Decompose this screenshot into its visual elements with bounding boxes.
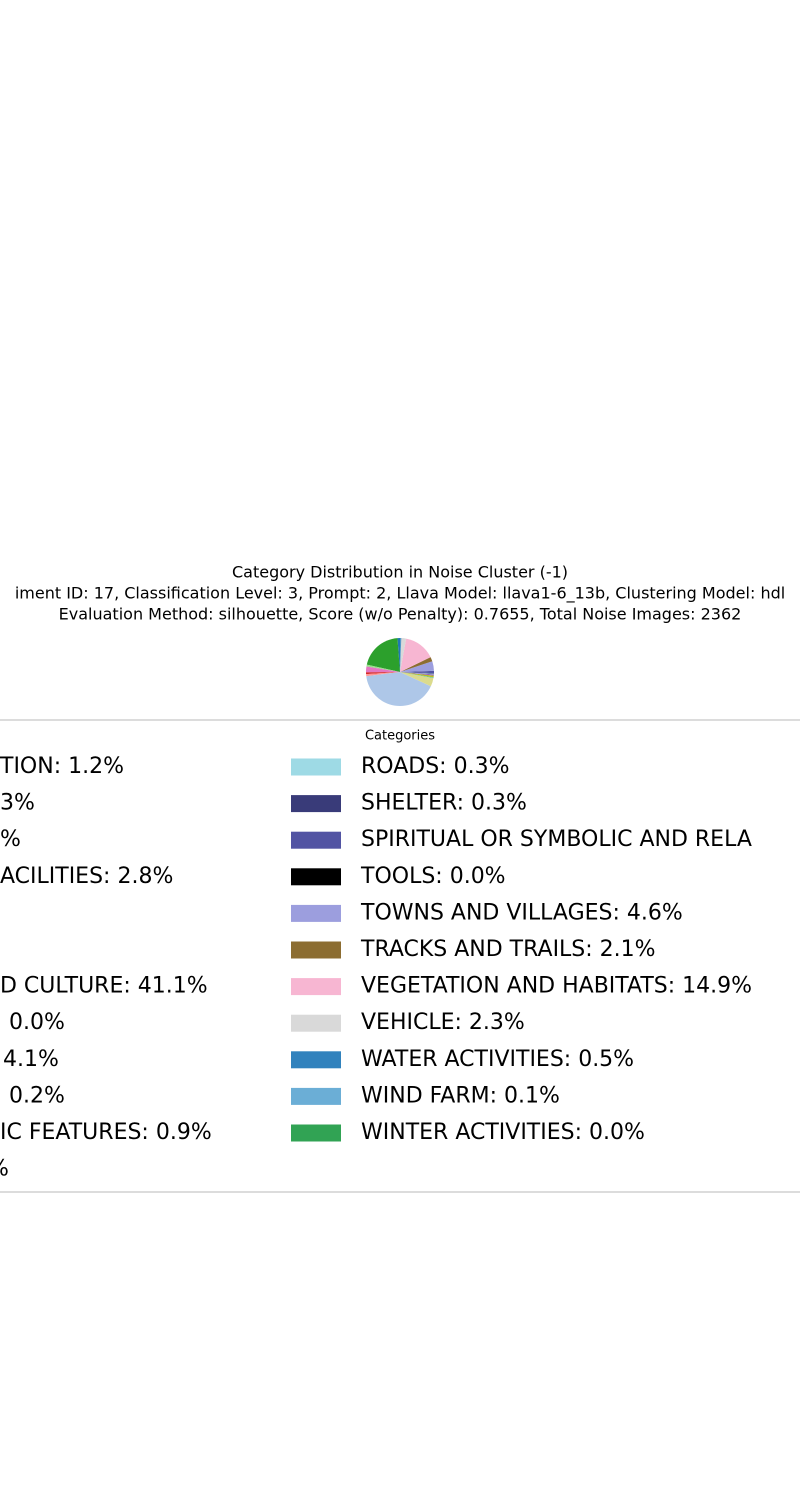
legend-swatch (291, 1124, 341, 1142)
pie-slice (400, 672, 434, 674)
pie-slice (366, 672, 400, 677)
legend-swatch (291, 904, 341, 922)
legend-label: TOWNS AND VILLAGES: 4.6% (360, 900, 683, 925)
legend-label: WATER ACTIVITIES: 0.5% (361, 1047, 634, 1072)
legend-label: 4.1% (3, 1047, 59, 1072)
legend-label: 0.0% (9, 1010, 65, 1035)
chart-title: Category Distribution in Noise Cluster (… (232, 563, 568, 582)
legend-label: VEHICLE: 2.3% (361, 1010, 525, 1035)
legend-swatch (291, 758, 341, 776)
pie-slice (400, 672, 434, 678)
pie-slice (400, 672, 434, 676)
legend-label: VEGETATION AND HABITATS: 14.9% (361, 974, 752, 999)
pie-slice (400, 661, 434, 672)
pie-slice (400, 670, 434, 674)
pie-slice (400, 672, 434, 687)
legend-label: D CULTURE: 41.1% (0, 974, 208, 999)
legend-label: IC FEATURES: 0.9% (0, 1120, 212, 1145)
legend-swatch (291, 1051, 341, 1069)
legend-label: % (0, 1157, 9, 1182)
pie-slice (366, 664, 400, 672)
legend-label: WINTER ACTIVITIES: 0.0% (361, 1120, 645, 1145)
legend-label: ROADS: 0.3% (361, 754, 509, 779)
pie-slice (400, 638, 431, 672)
pie-slice (366, 638, 400, 672)
legend-title: Categories (365, 729, 435, 744)
chart-subtitle: iment ID: 17, Classification Level: 3, P… (15, 584, 785, 604)
legend-label: ACILITIES: 2.8% (0, 864, 173, 889)
chart-subtitle: Evaluation Method: silhouette, Score (w/… (59, 605, 742, 624)
legend-label: % (0, 827, 21, 852)
legend-swatch (291, 831, 341, 849)
pie-slice (400, 638, 402, 672)
pie-slice (397, 638, 400, 672)
pie-slice (400, 672, 434, 675)
legend-swatch (291, 978, 341, 996)
legend-label: TOOLS: 0.0% (360, 864, 506, 889)
legend-label: 3% (0, 791, 35, 816)
pie-slice (366, 672, 400, 675)
pie-slice (400, 638, 407, 672)
legend-swatch (291, 1087, 341, 1105)
legend-swatch (291, 941, 341, 959)
pie-slice (400, 672, 434, 678)
legend-label: TRACKS AND TRAILS: 2.1% (360, 937, 656, 962)
legend-label: SPIRITUAL OR SYMBOLIC AND RELA (361, 827, 752, 852)
legend-label: SHELTER: 0.3% (361, 791, 527, 816)
legend-label: WIND FARM: 0.1% (361, 1083, 560, 1108)
legend-label: 0.2% (9, 1083, 65, 1108)
legend-label: TION: 1.2% (0, 754, 124, 779)
legend-swatch (291, 795, 341, 813)
legend-swatch (291, 868, 341, 886)
pie-slice (400, 657, 433, 672)
legend-swatch (291, 1014, 341, 1032)
pie-slice (366, 672, 431, 706)
pie-slice (366, 666, 400, 673)
